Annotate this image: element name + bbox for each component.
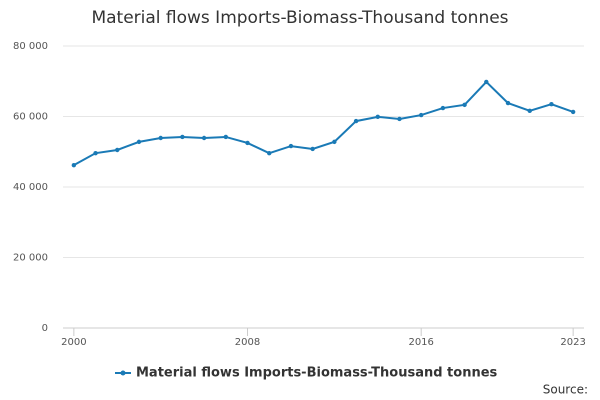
data-point (418, 112, 424, 118)
data-point (440, 105, 446, 111)
y-tick-label: 40 000 (13, 182, 48, 193)
series-line (73, 80, 574, 167)
data-point (527, 108, 532, 114)
x-tick-label: 2016 (408, 337, 433, 348)
legend-label: Material flows Imports-Biomass-Thousand … (136, 366, 498, 381)
data-point (310, 146, 315, 152)
y-tick-label: 20 000 (13, 253, 48, 264)
data-point (505, 100, 511, 106)
data-point (375, 114, 380, 120)
data-point (549, 101, 554, 107)
data-point (93, 150, 98, 156)
source-label: Source: (543, 383, 588, 397)
data-point (115, 147, 120, 153)
data-point (180, 134, 185, 140)
data-point (484, 79, 489, 85)
y-tick-label: 60 000 (13, 112, 48, 123)
data-point (245, 140, 250, 146)
data-point (570, 109, 576, 115)
data-point (353, 118, 359, 124)
data-point (136, 139, 142, 145)
y-tick-label: 80 000 (13, 41, 48, 52)
data-point (223, 134, 229, 140)
data-point (71, 162, 77, 168)
x-tick-label: 2008 (235, 337, 260, 348)
data-point (201, 135, 207, 141)
data-point (462, 102, 467, 108)
x-tick-label: 2023 (560, 337, 585, 348)
x-tick-label: 2000 (61, 337, 86, 348)
y-tick-label: 0 (42, 323, 48, 334)
data-point (158, 135, 163, 141)
data-point (397, 116, 402, 122)
legend-marker (120, 370, 126, 376)
data-point (288, 143, 294, 149)
data-point (267, 150, 272, 156)
chart-title: Material flows Imports-Biomass-Thousand … (91, 8, 508, 28)
data-point (332, 139, 337, 145)
